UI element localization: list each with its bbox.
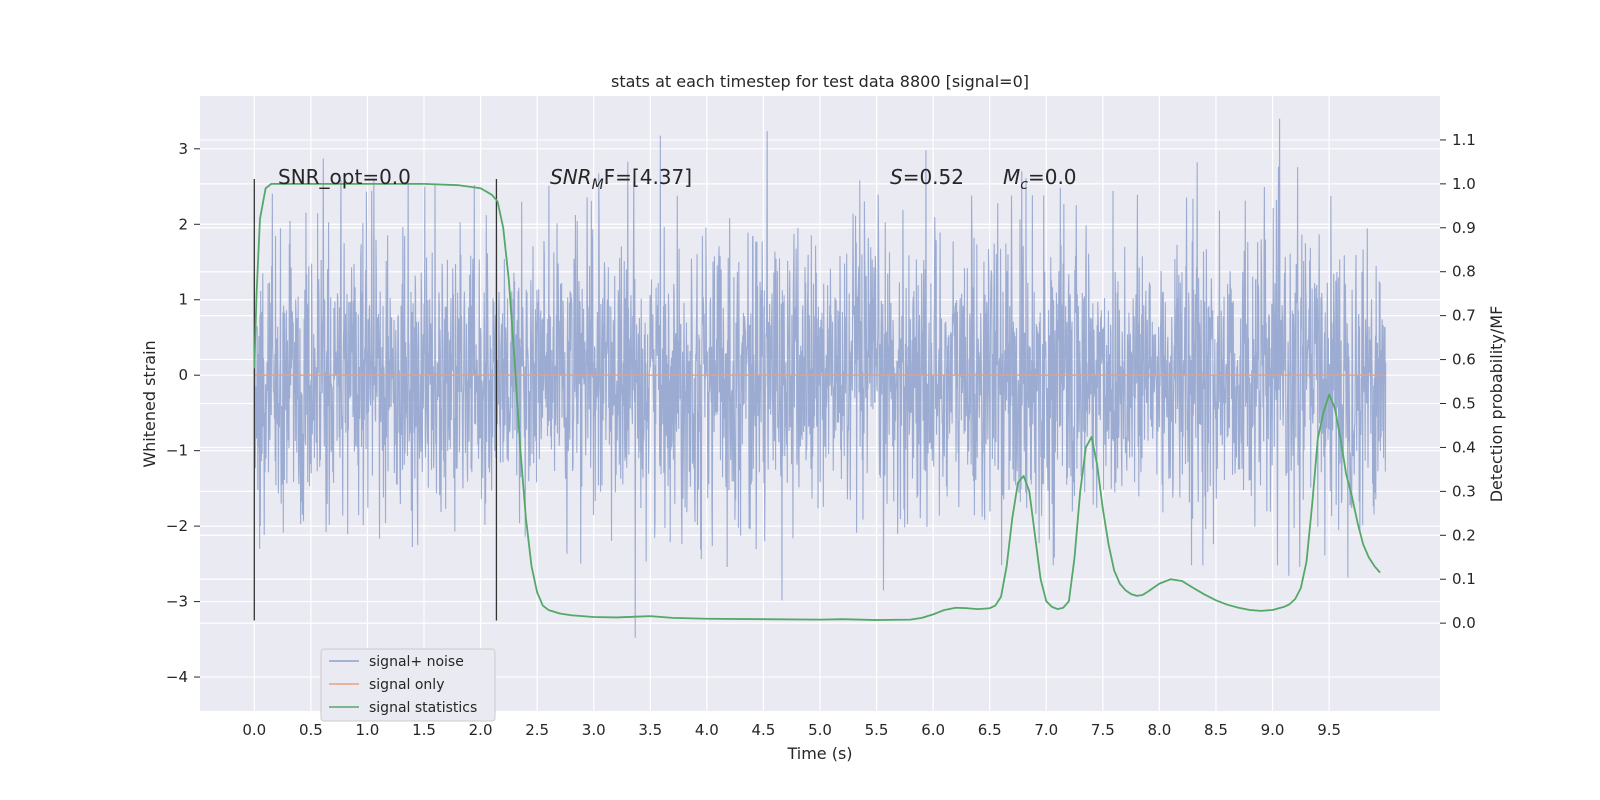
signal-statistics-series bbox=[253, 182, 1381, 621]
y-tick-label-right: 1.1 bbox=[1452, 131, 1476, 149]
x-tick-label: 2.0 bbox=[469, 721, 493, 739]
y-tick-label-right: 0.8 bbox=[1452, 263, 1476, 281]
x-axis-ticks: 0.0 0.5 1.0 1.5 2.0 2.5 3.0 3.5 4.0 4.5 5.0 5.5 6.0 6… bbox=[242, 721, 1341, 739]
annotation-mc-symbol: M bbox=[1003, 165, 1020, 189]
annotation-snr-mf-value: F=[4.37] bbox=[604, 165, 692, 189]
x-tick-label: 8.5 bbox=[1204, 721, 1228, 739]
y-axis-left-label: Whitened strain bbox=[140, 340, 159, 467]
chart-title: stats at each timestep for test data 880… bbox=[611, 72, 1029, 91]
annotation-snr-mf-symbol: SNR bbox=[550, 165, 592, 189]
y-tick-label-right: 0.6 bbox=[1452, 351, 1476, 369]
y-axis-left-ticks: −4 −3 −2 −1 0 1 2 3 bbox=[166, 140, 200, 686]
y-tick-label-left: 1 bbox=[178, 291, 188, 309]
y-tick-label-right: 0.7 bbox=[1452, 307, 1476, 325]
y-tick-label-left: −2 bbox=[166, 517, 188, 535]
x-tick-label: 1.5 bbox=[412, 721, 436, 739]
x-tick-label: 0.0 bbox=[242, 721, 266, 739]
y-tick-label-right: 0.9 bbox=[1452, 219, 1476, 237]
legend-box bbox=[320, 648, 496, 722]
x-tick-label: 8.0 bbox=[1147, 721, 1171, 739]
y-axis-right-ticks: 0.0 0.1 0.2 0.3 0.4 0.5 0.6 0.7 0.8 0.9 1.0 1.1 bbox=[1440, 131, 1476, 632]
x-axis-label: Time (s) bbox=[786, 744, 852, 763]
y-tick-label-left: −4 bbox=[166, 668, 188, 686]
annotation-s-value: =0.52 bbox=[903, 165, 964, 189]
y-tick-label-right: 0.4 bbox=[1452, 438, 1476, 456]
signal-noise-line bbox=[253, 118, 1387, 638]
annotation-s: S=0.52 bbox=[890, 165, 964, 189]
x-tick-label: 4.5 bbox=[752, 721, 776, 739]
x-tick-label: 3.0 bbox=[582, 721, 606, 739]
y-tick-label-left: 2 bbox=[178, 215, 188, 233]
y-tick-label-left: 0 bbox=[178, 366, 188, 384]
x-tick-label: 1.0 bbox=[356, 721, 380, 739]
y-tick-label-right: 0.1 bbox=[1452, 570, 1476, 588]
x-tick-label: 6.5 bbox=[978, 721, 1002, 739]
annotation-snr-mf-subscript: M bbox=[592, 177, 604, 193]
signal-noise-series bbox=[253, 118, 1387, 638]
x-tick-label: 3.5 bbox=[638, 721, 662, 739]
annotation-s-symbol: S bbox=[890, 165, 903, 189]
x-tick-label: 0.5 bbox=[299, 721, 323, 739]
legend-label-signal-statistics: signal statistics bbox=[369, 700, 477, 716]
x-tick-label: 5.0 bbox=[808, 721, 832, 739]
vertical-markers bbox=[253, 179, 498, 621]
annotation-mc-value: =0.0 bbox=[1028, 165, 1077, 189]
y-tick-label-left: −3 bbox=[166, 593, 188, 611]
signal-statistics-line bbox=[253, 182, 1381, 621]
x-tick-label: 9.5 bbox=[1317, 721, 1341, 739]
x-tick-label: 9.0 bbox=[1261, 721, 1285, 739]
y-tick-label-right: 0.5 bbox=[1452, 395, 1476, 413]
y-tick-label-right: 0.3 bbox=[1452, 482, 1476, 500]
legend-label-signal-noise: signal+ noise bbox=[369, 654, 464, 670]
y-tick-label-left: 3 bbox=[178, 140, 188, 158]
annotation-mc: Mc=0.0 bbox=[1003, 165, 1077, 193]
x-tick-label: 6.0 bbox=[921, 721, 945, 739]
annotation-snr-opt: SNR_opt=0.0 bbox=[278, 165, 411, 189]
y-tick-label-right: 1.0 bbox=[1452, 175, 1476, 193]
annotation-snr-mf: SNRMF=[4.37] bbox=[550, 165, 692, 193]
y-tick-label-left: −1 bbox=[166, 442, 188, 460]
x-tick-label: 5.5 bbox=[865, 721, 889, 739]
annotation-mc-subscript: c bbox=[1020, 177, 1028, 193]
legend: signal+ noise signal only signal statist… bbox=[320, 648, 496, 722]
legend-label-signal-only: signal only bbox=[369, 677, 444, 693]
x-tick-label: 2.5 bbox=[525, 721, 549, 739]
x-tick-label: 4.0 bbox=[695, 721, 719, 739]
y-tick-label-right: 0.2 bbox=[1452, 526, 1476, 544]
y-tick-label-right: 0.0 bbox=[1452, 614, 1476, 632]
y-axis-right-label: Detection probability/MF bbox=[1487, 306, 1506, 503]
x-tick-label: 7.0 bbox=[1034, 721, 1058, 739]
x-tick-label: 7.5 bbox=[1091, 721, 1115, 739]
